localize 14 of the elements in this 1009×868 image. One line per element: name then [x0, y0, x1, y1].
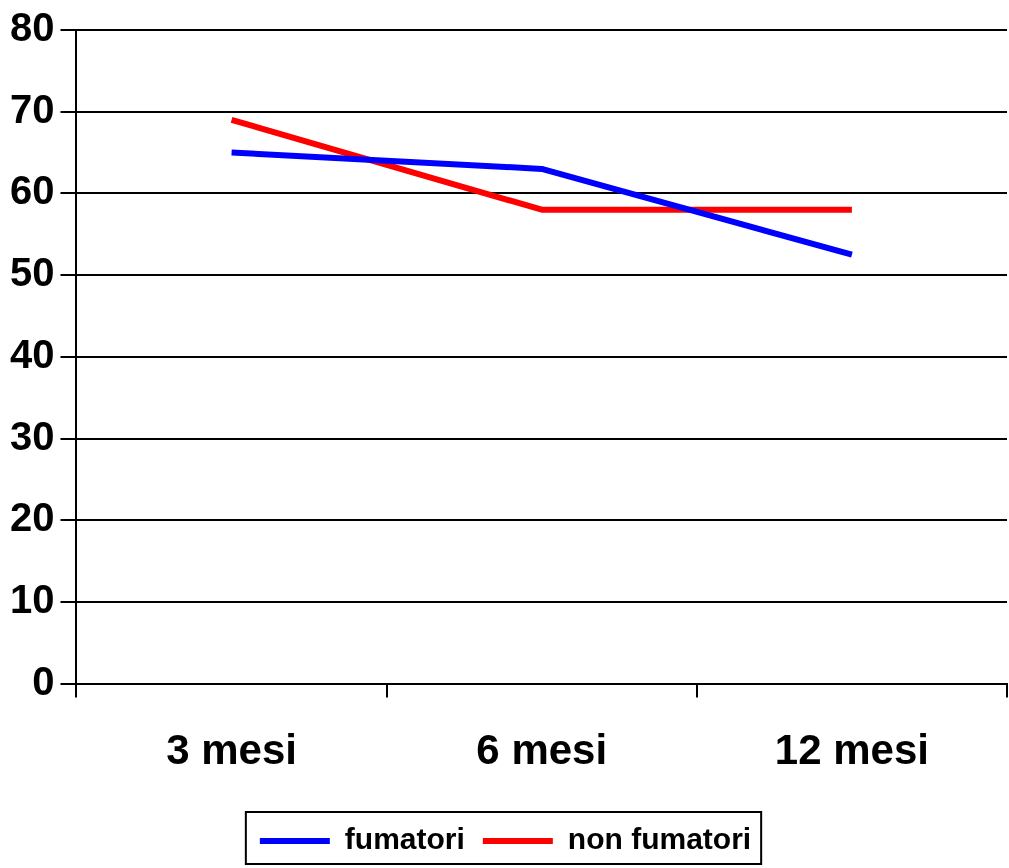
y-tick-label: 60 — [9, 168, 55, 213]
y-tick-label: 50 — [9, 250, 55, 295]
legend-label: non fumatori — [567, 822, 752, 856]
y-tick-label: 70 — [9, 86, 55, 131]
x-tick-label: 12 mesi — [774, 726, 929, 774]
y-tick-label: 10 — [9, 576, 55, 621]
x-tick-label: 3 mesi — [166, 726, 297, 774]
x-tick-label: 6 mesi — [476, 726, 608, 774]
y-tick-label: 30 — [9, 413, 55, 458]
y-tick-label: 0 — [32, 658, 55, 703]
legend-label: fumatori — [344, 822, 465, 856]
y-tick-label: 80 — [9, 5, 55, 50]
y-tick-label: 20 — [9, 495, 55, 540]
y-tick-label: 40 — [9, 331, 55, 376]
